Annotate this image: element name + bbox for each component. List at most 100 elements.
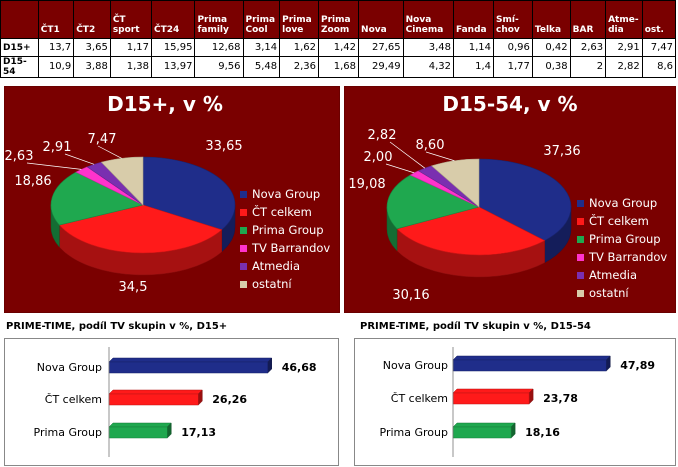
pie-data-labels: 33,65 34,5 18,86 2,63 2,91 7,47 <box>5 132 243 295</box>
table-col-header: Fanda <box>452 0 495 39</box>
legend-swatch <box>240 227 247 234</box>
pie-leader-line <box>425 151 455 162</box>
pie-chart-d15-54: D15-54, v % 37,36 30,16 19,08 2,00 2,82 8,60 No… <box>348 92 667 303</box>
bar-value-label: 47,89 <box>620 359 655 372</box>
pie-data-label: 2,63 <box>5 149 33 164</box>
legend-swatch <box>577 218 584 225</box>
pie-leader-line <box>385 163 415 174</box>
table-col-header: ČT1 <box>37 0 75 39</box>
table-cell: 0,96 <box>493 38 533 57</box>
table-cell: 13,7 <box>37 38 75 57</box>
legend-label: ČT celkem <box>589 213 649 228</box>
legend-label: TV Barrandov <box>251 241 330 255</box>
legend-label: ČT celkem <box>252 204 312 219</box>
pie-data-label: 2,00 <box>364 150 393 165</box>
legend-swatch <box>240 281 247 288</box>
pie-chart-title: D15+, v % <box>107 92 223 116</box>
table-col-header: Prima family <box>194 0 244 39</box>
bar-chart-title-d15-54: PRIME-TIME, podíl TV skupin v %, D15-54 <box>360 321 591 332</box>
bar <box>108 361 268 374</box>
table-row-label: D15-54 <box>0 56 39 78</box>
pie-leader-line <box>64 153 95 165</box>
table-cell: 1,77 <box>493 56 533 78</box>
table-col-header: ČT2 <box>73 0 111 39</box>
bar-category-label: ČT celkem <box>391 392 448 405</box>
bar-value-label: 17,13 <box>181 426 216 439</box>
bar-category-label: ČT celkem <box>45 393 102 406</box>
legend-label: TV Barrandov <box>588 250 667 264</box>
table-cell: 2,63 <box>569 38 607 57</box>
legend-swatch <box>240 263 247 270</box>
pie-data-label: 37,36 <box>543 144 580 159</box>
table-corner-cell <box>0 0 39 39</box>
bar-chart-title-d15: PRIME-TIME, podíl TV skupin v %, D15+ <box>6 321 228 332</box>
legend-swatch <box>240 191 247 198</box>
table-cell: 12,68 <box>194 38 244 57</box>
pie-data-label: 2,91 <box>43 140 72 155</box>
table-col-header: Smí-chov <box>493 0 533 39</box>
bar-chart-d15: Nova Group 46,68 ČT celkem 26,26 Prima Group… <box>34 347 317 457</box>
pie-chart-d15: D15+, v % 33,65 34,5 18,86 2,63 2,91 7,47 Nova … <box>5 92 330 295</box>
legend-label: ostatní <box>252 277 292 291</box>
table-col-header: Telka <box>531 0 571 39</box>
table-cell: 29,49 <box>358 56 404 78</box>
table-cell: 3,48 <box>402 38 454 57</box>
table-cell: 3,14 <box>242 38 281 57</box>
table-col-header: Atme-dia <box>605 0 643 39</box>
table-cell: 1,42 <box>317 38 360 57</box>
table-cell: 1,62 <box>279 38 319 57</box>
table-cell: 9,56 <box>194 56 244 78</box>
table-cell: 8,6 <box>641 56 677 78</box>
table-cell: 2,91 <box>605 38 643 57</box>
table-col-header: ost. <box>641 0 677 39</box>
table-row: D15-54 10,9 3,88 1,38 13,97 9,56 5,48 2,… <box>0 56 677 78</box>
table-col-header: Prima Cool <box>242 0 281 39</box>
legend-label: ostatní <box>589 286 629 300</box>
bar-top-face <box>108 389 203 395</box>
table-col-header: Prima Zoom <box>317 0 360 39</box>
bar <box>108 426 168 439</box>
pie-leader-line <box>97 145 122 159</box>
pie-data-label: 7,47 <box>88 132 117 147</box>
table-cell: 1,38 <box>109 56 152 78</box>
pie-leader-line <box>26 162 82 170</box>
table-cell: 3,88 <box>73 56 111 78</box>
pie-sides <box>386 206 572 278</box>
pie-data-label: 34,5 <box>119 280 148 295</box>
table-cell: 1,4 <box>452 56 495 78</box>
pie-slice <box>100 156 144 206</box>
bar-top-face <box>108 422 172 428</box>
bar <box>108 393 199 406</box>
pie-slice <box>431 158 480 208</box>
bar-chart-d15-54: Nova Group 47,89 ČT celkem 23,78 Prima Group… <box>380 347 655 457</box>
bar-top-face <box>452 355 611 361</box>
table-col-header: ČT24 <box>150 0 196 39</box>
bar-category-label: Nova Group <box>37 361 102 374</box>
pie-slices <box>50 156 236 254</box>
table-cell: 0,38 <box>531 56 571 78</box>
pie-slice <box>58 204 223 254</box>
table-col-header: Nova <box>358 0 404 39</box>
legend-swatch <box>240 209 247 216</box>
bar-chart-panel-d15-54: Nova Group 47,89 ČT celkem 23,78 Prima Group… <box>354 338 676 466</box>
bar-value-label: 46,68 <box>282 361 317 374</box>
table-cell: 2,82 <box>605 56 643 78</box>
bar-top-face <box>108 357 273 363</box>
table-cell: 10,9 <box>37 56 75 78</box>
legend-swatch <box>577 236 584 243</box>
bar <box>452 359 607 372</box>
bar-value-label: 26,26 <box>212 393 247 406</box>
table-cell: 2,36 <box>279 56 319 78</box>
table-cell: 1,68 <box>317 56 360 78</box>
pie-slice <box>478 158 572 241</box>
pie-slice <box>386 174 480 230</box>
pie-data-label: 2,82 <box>368 128 397 143</box>
pie-chart-title: D15-54, v % <box>442 92 577 116</box>
table-cell: 4,32 <box>402 56 454 78</box>
table-cell: 7,47 <box>641 38 677 57</box>
table-cell: 1,14 <box>452 38 495 57</box>
pie-data-label: 18,86 <box>14 174 51 189</box>
bar <box>452 426 512 439</box>
legend-swatch <box>577 290 584 297</box>
pie-legend: Nova Group ČT celkem Prima Group TV Barrand… <box>240 187 330 291</box>
